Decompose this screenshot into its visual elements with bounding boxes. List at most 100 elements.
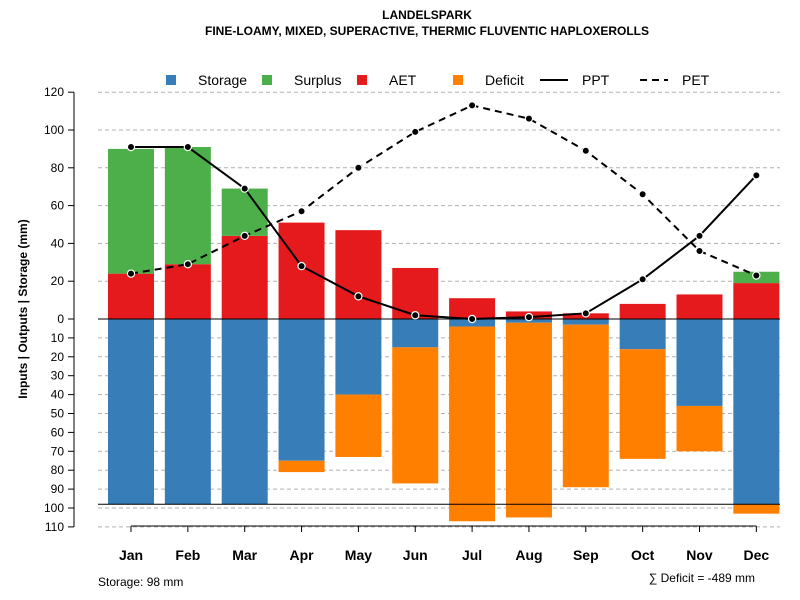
deficit-bar xyxy=(619,349,666,459)
deficit-legend-swatch xyxy=(453,75,463,85)
deficit-bar xyxy=(449,326,496,522)
aet-bar xyxy=(108,273,154,319)
storage-legend-swatch xyxy=(166,75,176,85)
pet-legend-label: PET xyxy=(682,72,710,88)
chart-subtitle: FINE-LOAMY, MIXED, SUPERACTIVE, THERMIC … xyxy=(205,24,649,38)
y-tick-label: 80 xyxy=(51,463,65,477)
y-tick-label: 0 xyxy=(57,312,64,326)
y-tick-label: 40 xyxy=(51,236,65,250)
pet-point xyxy=(126,269,136,278)
aet-legend-swatch xyxy=(357,75,367,85)
pet-point xyxy=(240,231,249,241)
x-tick-label-mar: Mar xyxy=(232,547,257,563)
aet-bar xyxy=(164,264,211,319)
deficit-bar xyxy=(733,504,780,514)
y-tick-label: 60 xyxy=(51,199,65,213)
pet-point xyxy=(638,190,647,199)
storage-bar xyxy=(733,319,780,505)
y-tick-label: 100 xyxy=(44,123,64,137)
ppt-point xyxy=(240,184,249,193)
y-tick-label: 80 xyxy=(51,161,65,175)
bars xyxy=(98,147,780,522)
deficit-bar xyxy=(392,347,439,484)
y-tick-label: 100 xyxy=(44,501,64,515)
pet-point xyxy=(581,146,591,155)
y-tick-label: 20 xyxy=(51,350,65,364)
surplus-bar xyxy=(164,147,211,265)
aet-bar xyxy=(221,235,268,319)
storage-note: Storage: 98 mm xyxy=(98,575,183,589)
aet-bar xyxy=(335,230,382,319)
ppt-point xyxy=(126,142,136,152)
y-tick-label: 20 xyxy=(51,274,65,288)
deficit-bar xyxy=(676,405,723,452)
surplus-legend-label: Surplus xyxy=(294,72,341,88)
y-tick-label: 120 xyxy=(44,85,64,99)
aet-legend-label: AET xyxy=(389,72,417,88)
storage-bar xyxy=(164,319,211,505)
x-tick-label-sep: Sep xyxy=(573,547,599,563)
storage-bar xyxy=(676,319,723,406)
y-tick-label: 110 xyxy=(45,520,64,534)
storage-bar xyxy=(335,319,382,395)
storage-bar xyxy=(221,319,268,505)
pet-point xyxy=(183,259,193,269)
aet-bar xyxy=(449,298,496,319)
storage-bar xyxy=(108,319,154,505)
deficit-note: ∑ Deficit = -489 mm xyxy=(649,571,755,585)
x-axis: Jan Feb Mar Apr May Jun Jul Aug Sep Oct Nov Dec xyxy=(119,525,770,563)
pet-point xyxy=(411,127,420,137)
surplus-bar xyxy=(108,148,154,274)
pet-point xyxy=(695,246,704,256)
storage-bar xyxy=(562,319,609,325)
x-tick-label-jan: Jan xyxy=(119,547,143,563)
chart-title: LANDELSPARK xyxy=(382,8,472,22)
ppt-line xyxy=(131,146,758,321)
surplus-bar xyxy=(221,188,268,236)
pet-point xyxy=(354,163,363,172)
deficit-bar xyxy=(335,394,382,457)
x-tick-label-jun: Jun xyxy=(403,547,428,563)
pet-line xyxy=(130,104,757,277)
aet-bar xyxy=(619,303,666,319)
x-tick-label-oct: Oct xyxy=(631,547,655,563)
x-tick-label-aug: Aug xyxy=(515,547,542,563)
pet-point xyxy=(752,271,761,280)
ppt-point xyxy=(581,309,591,318)
pet-point xyxy=(524,114,534,123)
ppt-point xyxy=(411,311,420,320)
y-tick-label: 60 xyxy=(51,425,65,439)
storage-bar xyxy=(619,319,666,350)
y-axis-title: Inputs | Outputs | Storage (mm) xyxy=(16,219,30,398)
ppt-point xyxy=(695,231,704,241)
series-lines xyxy=(126,101,761,324)
storage-bar xyxy=(392,319,439,348)
deficit-legend-label: Deficit xyxy=(485,72,524,88)
storage-legend-label: Storage xyxy=(198,72,247,88)
y-tick-label: 50 xyxy=(51,407,65,421)
y-tick-label: 30 xyxy=(51,369,65,383)
y-tick-label: 10 xyxy=(51,331,65,345)
legend: Storage Surplus AET Deficit PPT PET xyxy=(166,72,710,88)
x-tick-label-nov: Nov xyxy=(686,547,713,563)
pet-point xyxy=(467,101,477,110)
storage-bar xyxy=(278,319,325,461)
y-tick-label: 40 xyxy=(51,388,65,402)
pet-point xyxy=(297,207,306,216)
y-tick-label: 70 xyxy=(51,444,65,458)
ppt-point xyxy=(183,142,193,152)
x-tick-label-feb: Feb xyxy=(175,547,200,563)
ppt-point xyxy=(354,292,363,301)
x-tick-label-dec: Dec xyxy=(744,547,770,563)
deficit-bar xyxy=(278,460,325,473)
x-tick-label-jul: Jul xyxy=(462,547,482,563)
aet-bar xyxy=(733,283,780,319)
ppt-point xyxy=(638,275,647,284)
ppt-point xyxy=(467,314,477,324)
y-tick-label: 90 xyxy=(51,482,65,496)
deficit-bar xyxy=(505,322,552,518)
ppt-legend-label: PPT xyxy=(582,72,610,88)
deficit-bar xyxy=(562,324,609,488)
ppt-point xyxy=(524,312,534,322)
